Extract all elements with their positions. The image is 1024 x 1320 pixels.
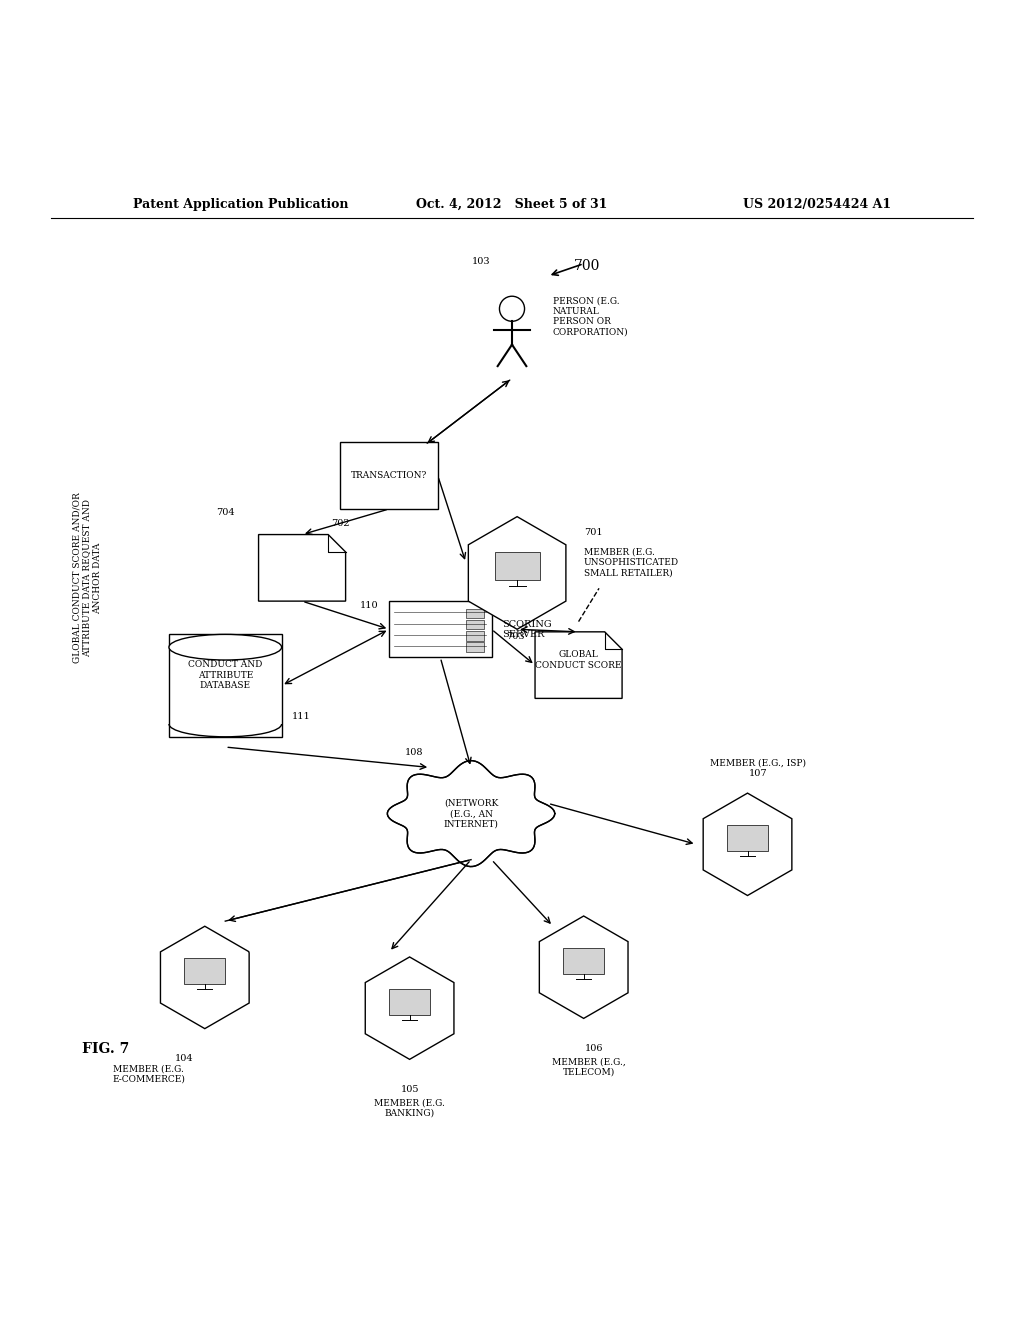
Text: 704: 704: [216, 508, 234, 516]
Bar: [466, 620, 484, 630]
Text: 104: 104: [175, 1055, 194, 1063]
Text: GLOBAL CONDUCT SCORE AND/OR
ATTRIBUTE DATA REQUEST AND
ANCHOR DATA: GLOBAL CONDUCT SCORE AND/OR ATTRIBUTE DA…: [72, 492, 102, 664]
Bar: [466, 643, 484, 652]
Text: 701: 701: [584, 528, 602, 537]
Bar: [727, 825, 768, 850]
Polygon shape: [468, 516, 566, 630]
Bar: [389, 989, 430, 1015]
Text: MEMBER (E.G.,
TELECOM): MEMBER (E.G., TELECOM): [552, 1057, 626, 1077]
Text: MEMBER (E.G.
BANKING): MEMBER (E.G. BANKING): [374, 1098, 445, 1118]
Text: 110: 110: [360, 601, 379, 610]
Text: 106: 106: [585, 1044, 603, 1053]
Polygon shape: [161, 927, 249, 1028]
Bar: [495, 552, 540, 579]
Text: 105: 105: [400, 1085, 419, 1094]
Text: GLOBAL
CONDUCT SCORE: GLOBAL CONDUCT SCORE: [536, 651, 622, 669]
Text: 703: 703: [506, 632, 524, 640]
Polygon shape: [258, 535, 345, 601]
Text: 107: 107: [749, 768, 767, 777]
Text: 111: 111: [292, 711, 310, 721]
Text: 700: 700: [573, 259, 600, 273]
Polygon shape: [703, 793, 792, 895]
Text: US 2012/0254424 A1: US 2012/0254424 A1: [742, 198, 891, 211]
Text: (NETWORK
(E.G., AN
INTERNET): (NETWORK (E.G., AN INTERNET): [443, 799, 499, 829]
Text: 702: 702: [331, 519, 350, 528]
Bar: [389, 601, 492, 657]
Text: PERSON (E.G.
NATURAL
PERSON OR
CORPORATION): PERSON (E.G. NATURAL PERSON OR CORPORATI…: [553, 297, 629, 337]
Text: Patent Application Publication: Patent Application Publication: [133, 198, 348, 211]
Ellipse shape: [169, 635, 282, 660]
Text: MEMBER (E.G., ISP): MEMBER (E.G., ISP): [710, 759, 806, 767]
Text: FIG. 7: FIG. 7: [82, 1041, 129, 1056]
Bar: [466, 609, 484, 618]
Bar: [466, 631, 484, 640]
Text: Oct. 4, 2012   Sheet 5 of 31: Oct. 4, 2012 Sheet 5 of 31: [417, 198, 607, 211]
Polygon shape: [535, 632, 622, 698]
Text: CONDUCT AND
ATTRIBUTE
DATABASE: CONDUCT AND ATTRIBUTE DATABASE: [188, 660, 262, 690]
Text: 103: 103: [472, 257, 490, 265]
Circle shape: [500, 296, 524, 321]
Text: MEMBER (E.G.
UNSOPHISTICATED
SMALL RETAILER): MEMBER (E.G. UNSOPHISTICATED SMALL RETAI…: [584, 548, 679, 577]
Text: MEMBER (E.G.
E-COMMERCE): MEMBER (E.G. E-COMMERCE): [112, 1064, 185, 1084]
Text: TRANSACTION?: TRANSACTION?: [351, 471, 427, 480]
Polygon shape: [366, 957, 454, 1060]
Polygon shape: [540, 916, 628, 1019]
FancyBboxPatch shape: [169, 635, 282, 737]
Bar: [563, 948, 604, 974]
Bar: [184, 958, 225, 983]
Text: SCORING
SERVER: SCORING SERVER: [502, 619, 551, 639]
Bar: [340, 442, 438, 510]
Polygon shape: [387, 760, 555, 866]
Text: 108: 108: [404, 748, 423, 758]
